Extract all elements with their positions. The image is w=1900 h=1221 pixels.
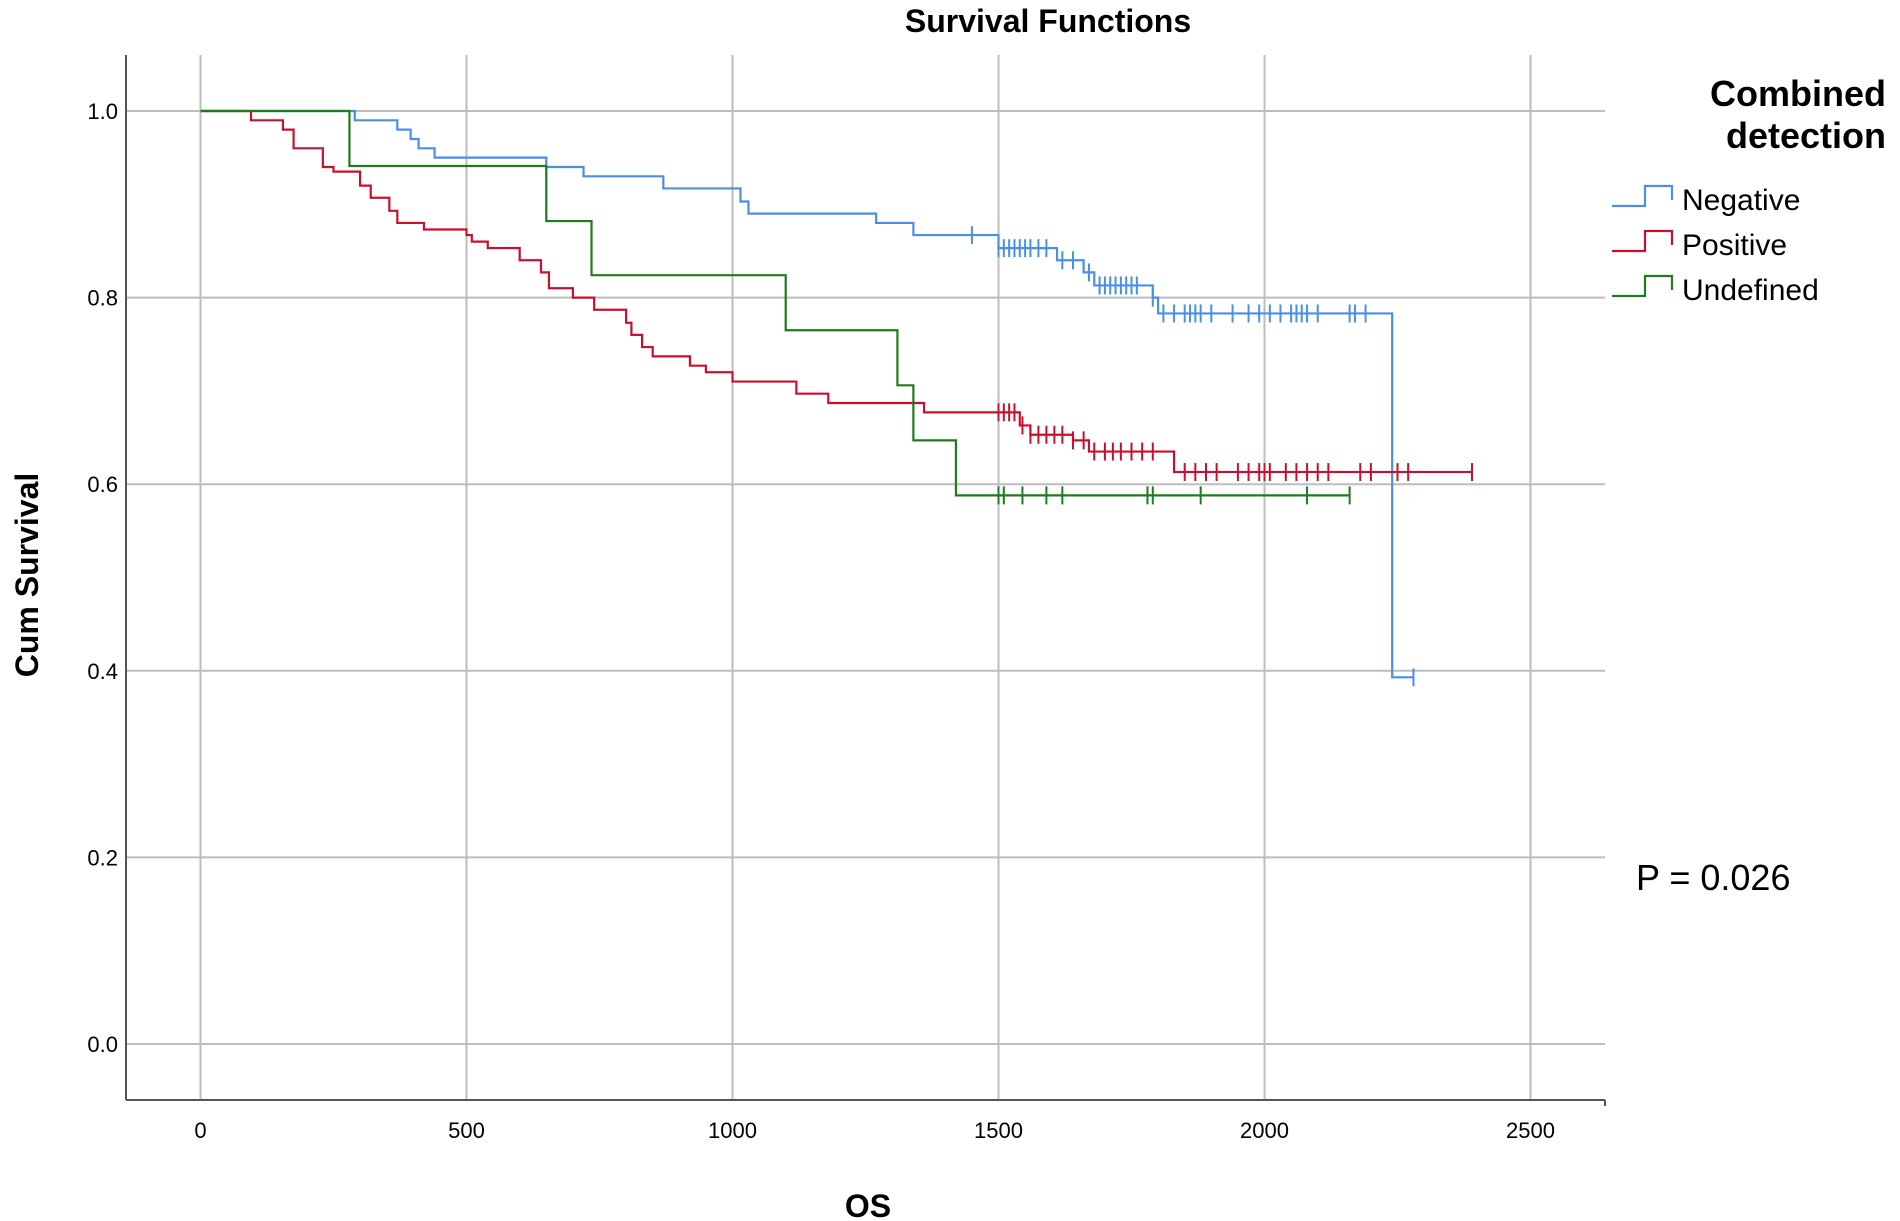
y-tick-label: 0.2 bbox=[87, 845, 118, 870]
legend-label: Negative bbox=[1682, 184, 1800, 217]
survival-line-undefined bbox=[200, 109, 1350, 497]
survival-line-negative bbox=[200, 109, 1414, 679]
legend-title-line-2: detection bbox=[1726, 115, 1886, 156]
p-value-annotation: P = 0.026 bbox=[1636, 857, 1790, 898]
series-undefined bbox=[200, 109, 1351, 505]
legend-items: Negative Positive Undefined bbox=[1612, 184, 1819, 307]
grid-lines bbox=[126, 55, 1605, 1100]
x-tick-label: 500 bbox=[448, 1118, 485, 1143]
y-tick-label: 0.6 bbox=[87, 472, 118, 497]
x-axis-title: OS bbox=[845, 1188, 891, 1221]
y-tick-label: 0.0 bbox=[87, 1032, 118, 1057]
x-tick-label: 0 bbox=[194, 1118, 206, 1143]
legend-swatch bbox=[1612, 229, 1674, 253]
x-tick-label: 1500 bbox=[974, 1118, 1023, 1143]
x-tick-label: 2500 bbox=[1506, 1118, 1555, 1143]
legend-item-positive: Positive bbox=[1612, 229, 1787, 262]
series-lines bbox=[200, 109, 1473, 687]
survival-line-positive bbox=[200, 109, 1472, 474]
y-tick-label: 0.8 bbox=[87, 286, 118, 311]
legend-swatch bbox=[1612, 184, 1674, 208]
legend-label: Positive bbox=[1682, 229, 1787, 262]
legend-item-undefined: Undefined bbox=[1612, 274, 1819, 307]
y-axis-title: Cum Survival bbox=[9, 473, 45, 678]
legend-item-negative: Negative bbox=[1612, 184, 1800, 217]
x-tick-label: 2000 bbox=[1240, 1118, 1289, 1143]
legend-swatch bbox=[1612, 274, 1674, 298]
y-tick-label: 0.4 bbox=[87, 659, 118, 684]
plot-frame bbox=[125, 55, 1606, 1106]
x-tick-label: 1000 bbox=[708, 1118, 757, 1143]
series-positive bbox=[200, 109, 1473, 482]
y-tick-label: 1.0 bbox=[87, 99, 118, 124]
legend: Combined detection Negative Positive Undef… bbox=[1612, 73, 1886, 307]
tick-labels: 0 500 1000 1500 2000 2500 0.0 0.2 0.4 0.6 0.8 1.0 bbox=[87, 99, 1555, 1143]
legend-title-line-1: Combined bbox=[1710, 73, 1886, 114]
series-negative bbox=[200, 109, 1415, 687]
chart-title: Survival Functions bbox=[905, 3, 1191, 39]
legend-label: Undefined bbox=[1682, 274, 1819, 307]
